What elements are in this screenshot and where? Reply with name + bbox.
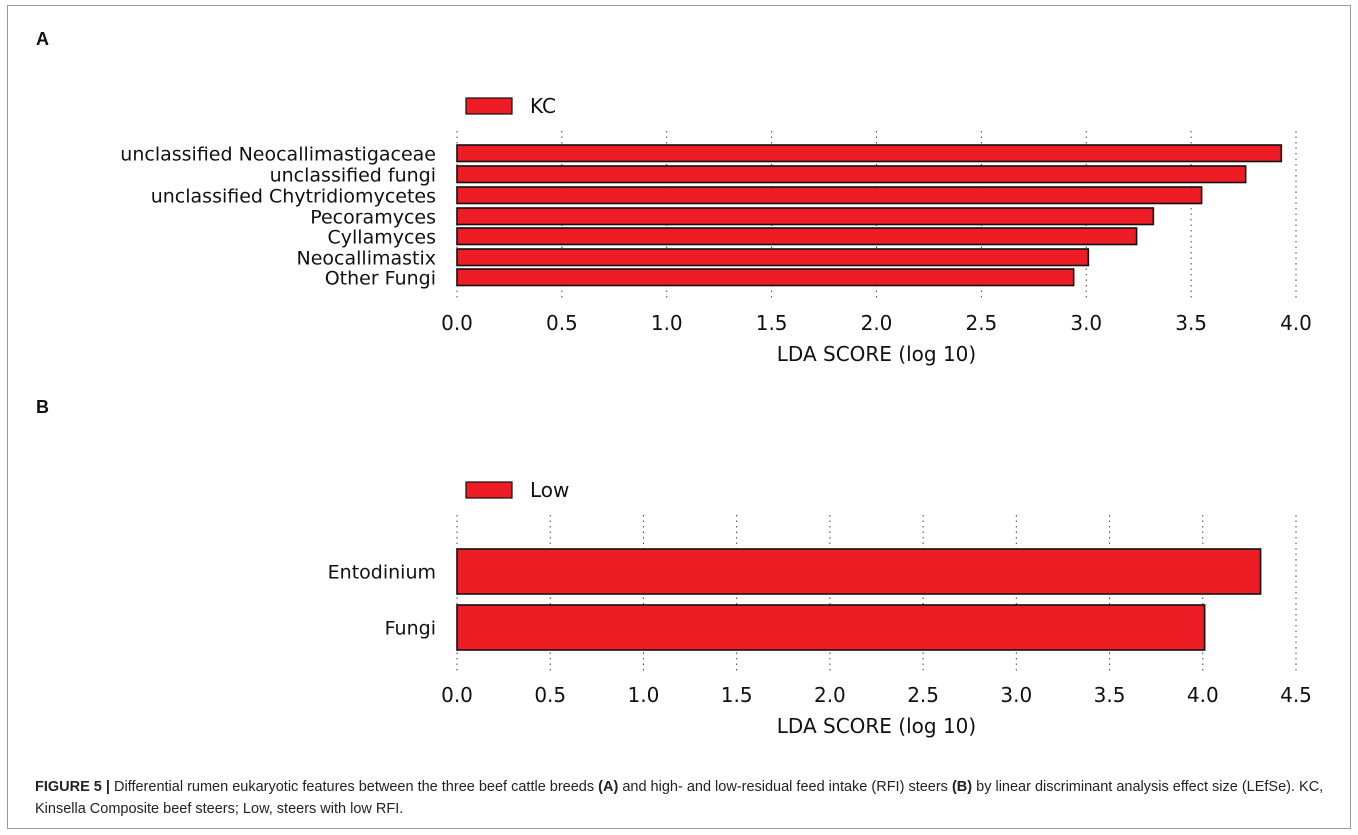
x-tick-label: 2.5 — [907, 683, 939, 707]
charts-svg: 0.0 0.5 1.0 1.5 2.0 2.5 3.0 3.5 4.0 KC unclassifie… — [120, 94, 1312, 738]
legend-swatch — [465, 481, 513, 499]
caption-text-3: by linear discriminant analysis effect s… — [35, 779, 1324, 817]
category-label: Fungi — [385, 618, 436, 640]
bar — [456, 144, 1283, 163]
category-label: Cyllamyces — [328, 226, 437, 248]
legend-label: KC — [530, 94, 556, 118]
x-tick-label: 2.5 — [965, 311, 997, 335]
x-tick-label: 0.5 — [546, 311, 578, 335]
category-label: Other Fungi — [325, 267, 436, 289]
x-tick-label: 3.0 — [1070, 311, 1102, 335]
panel-a-label: A — [36, 29, 49, 49]
bar — [456, 165, 1247, 184]
x-tick-label: 4.0 — [1187, 683, 1219, 707]
x-axis-label: LDA SCORE (log 10) — [777, 714, 976, 738]
x-tick-label: 4.5 — [1280, 683, 1312, 707]
bar — [456, 186, 1203, 205]
caption-figure-label: FIGURE 5 | — [35, 779, 110, 795]
x-tick-label: 3.0 — [1000, 683, 1032, 707]
x-tick-label: 0.0 — [441, 311, 473, 335]
category-label: Pecoramyces — [310, 206, 436, 228]
x-tick-label: 3.5 — [1175, 311, 1207, 335]
chart-0: 0.0 0.5 1.0 1.5 2.0 2.5 3.0 3.5 4.0 KC unclassifie… — [120, 94, 1312, 366]
legend-label: Low — [530, 478, 569, 502]
x-tick-label: 0.5 — [534, 683, 566, 707]
legend-swatch — [465, 97, 513, 115]
bar — [456, 604, 1206, 651]
bar — [456, 227, 1138, 246]
figure-caption: FIGURE 5 | Differential rumen eukaryotic… — [35, 776, 1325, 820]
bar — [456, 207, 1155, 226]
category-label: unclassified fungi — [270, 164, 436, 186]
x-tick-label: 1.5 — [756, 311, 788, 335]
caption-text-2: and high- and low-residual feed intake (… — [618, 779, 952, 795]
category-label: unclassified Neocallimastigaceae — [120, 143, 436, 165]
bar — [456, 268, 1075, 287]
category-label: unclassified Chytridiomycetes — [151, 185, 436, 207]
x-tick-label: 3.5 — [1094, 683, 1126, 707]
x-tick-label: 0.0 — [441, 683, 473, 707]
x-tick-label: 4.0 — [1280, 311, 1312, 335]
panel-b-label: B — [36, 397, 49, 417]
x-tick-label: 2.0 — [814, 683, 846, 707]
caption-ref-b: (B) — [951, 779, 973, 795]
x-tick-label: 1.5 — [721, 683, 753, 707]
bar — [456, 248, 1090, 267]
category-label: Entodinium — [328, 562, 436, 584]
x-tick-label: 2.0 — [861, 311, 893, 335]
figure-frame — [7, 5, 1351, 829]
caption-ref-a: (A) — [598, 779, 619, 795]
x-axis-label: LDA SCORE (log 10) — [777, 342, 976, 366]
x-tick-label: 1.0 — [651, 311, 683, 335]
bar — [456, 548, 1262, 595]
x-tick-label: 1.0 — [628, 683, 660, 707]
chart-1: 0.0 0.5 1.0 1.5 2.0 2.5 3.0 3.5 4.0 4.5 Low Entodin… — [328, 478, 1312, 738]
caption-text-1: Differential rumen eukaryotic features b… — [109, 779, 599, 795]
category-label: Neocallimastix — [297, 247, 436, 269]
